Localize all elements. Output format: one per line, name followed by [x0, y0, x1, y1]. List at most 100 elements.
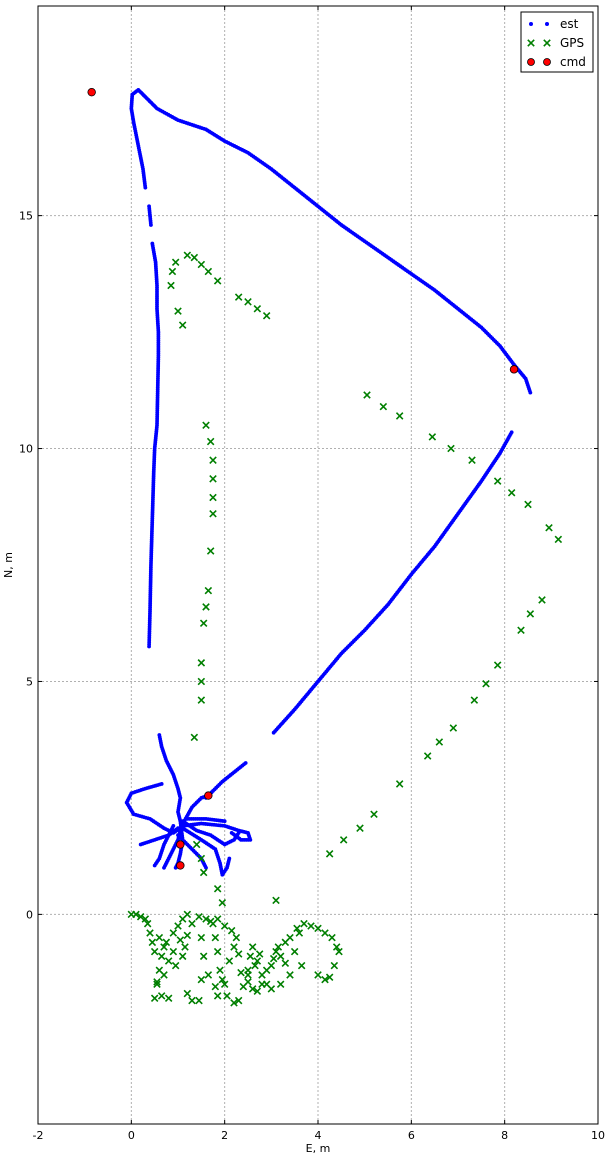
legend-item-GPS: GPS — [527, 36, 584, 50]
gps-point — [204, 971, 213, 979]
gps-point — [482, 680, 490, 688]
grid — [37, 6, 599, 1124]
est-point — [528, 390, 533, 395]
gps-point — [507, 489, 516, 497]
gps-point — [213, 277, 222, 285]
gps-point — [227, 926, 236, 935]
gps-point — [206, 437, 215, 446]
gps-point — [339, 836, 348, 844]
gps-point — [197, 260, 206, 269]
legend-marker — [527, 58, 535, 66]
gps-point — [225, 957, 234, 965]
gps-point — [167, 281, 175, 290]
gps-point — [209, 493, 217, 502]
gps-point — [213, 884, 222, 893]
gps-point — [168, 267, 177, 276]
gps-point — [218, 898, 227, 907]
est-point — [229, 830, 234, 835]
legend-label: cmd — [560, 55, 586, 69]
legend-marker — [527, 39, 535, 47]
gps-point — [204, 267, 213, 276]
gps-point — [321, 929, 329, 937]
gps-point — [232, 933, 241, 942]
est-point — [509, 430, 514, 435]
gps-point — [423, 752, 432, 760]
gps-point — [246, 952, 255, 961]
gps-point — [188, 919, 196, 928]
legend-label: est — [560, 17, 579, 31]
gps-point — [470, 696, 479, 704]
y-tick-label: 0 — [26, 908, 33, 921]
gps-point — [538, 596, 546, 604]
est-point — [236, 830, 241, 835]
gps-point — [183, 931, 192, 940]
gps-point — [171, 961, 180, 970]
series-GPS — [127, 251, 563, 1007]
gps-point — [132, 910, 140, 919]
est-point — [222, 819, 227, 824]
est-point — [152, 863, 157, 868]
gps-point — [150, 994, 159, 1002]
gps-point — [251, 961, 259, 970]
gps-point — [211, 982, 220, 991]
legend-label: GPS — [560, 36, 584, 50]
legend-marker — [545, 22, 549, 26]
gps-point — [174, 307, 182, 315]
gps-point — [290, 947, 299, 956]
cmd-point — [509, 365, 519, 374]
gps-point — [468, 456, 476, 464]
gps-point — [220, 980, 229, 989]
gps-point — [164, 957, 173, 965]
gps-point — [148, 938, 157, 947]
gps-point — [197, 975, 206, 984]
gps-point — [202, 421, 210, 430]
gps-point — [206, 547, 215, 555]
gps-point — [244, 298, 252, 306]
gps-point — [286, 971, 294, 979]
gps-point — [230, 999, 238, 1007]
gps-point — [332, 943, 341, 951]
gps-point — [524, 500, 532, 509]
gps-point — [136, 912, 145, 921]
gps-point — [314, 924, 322, 933]
gps-point — [363, 391, 371, 399]
cmd-point — [176, 840, 185, 849]
gps-point — [237, 968, 245, 977]
gps-point — [209, 475, 217, 483]
gps-point — [230, 943, 238, 951]
gps-point — [155, 933, 164, 942]
gps-point — [395, 780, 404, 788]
gps-point — [223, 992, 231, 1000]
est-point — [227, 856, 232, 861]
gps-point — [188, 996, 196, 1005]
x-tick-label: 10 — [591, 1129, 605, 1142]
gps-point — [335, 947, 343, 956]
gps-point — [209, 509, 217, 518]
gps-point — [183, 989, 192, 998]
gps-point — [517, 626, 525, 634]
gps-point — [248, 943, 257, 951]
gps-point — [213, 947, 222, 956]
gps-point — [199, 868, 208, 877]
gps-point — [204, 586, 213, 595]
gps-point — [325, 973, 334, 982]
gps-point — [255, 950, 264, 958]
axis-ticks: -2 0 2 4 6 8 10 0 5 10 15 — [19, 6, 605, 1142]
gps-point — [493, 661, 502, 669]
cmd-point — [176, 861, 185, 870]
gps-point — [493, 477, 502, 485]
gps-point — [155, 966, 164, 975]
gps-point — [449, 724, 458, 732]
legend: est GPS cmd — [520, 11, 594, 73]
legend-marker — [543, 58, 551, 66]
gps-point — [253, 957, 262, 965]
gps-point — [202, 915, 210, 923]
gps-point — [267, 985, 276, 993]
gps-point — [269, 954, 278, 963]
x-tick-label: -2 — [33, 1129, 44, 1142]
cmd-point — [204, 791, 213, 800]
gps-point — [234, 293, 243, 301]
gps-point — [178, 952, 187, 961]
x-tick-label: 0 — [128, 1129, 135, 1142]
gps-point — [262, 312, 271, 320]
